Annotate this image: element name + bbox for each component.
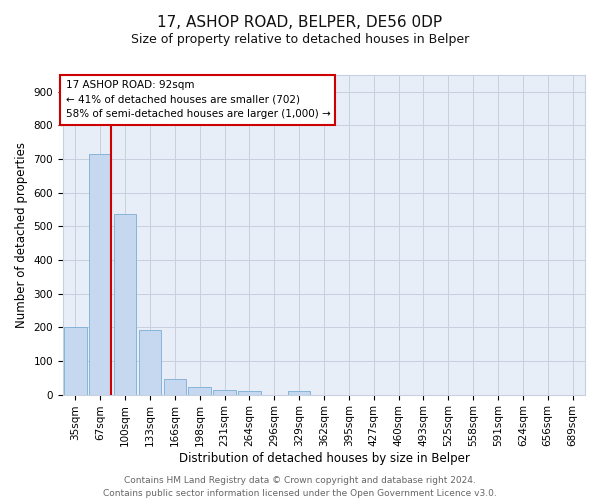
- Bar: [164, 379, 186, 394]
- Text: Contains HM Land Registry data © Crown copyright and database right 2024.
Contai: Contains HM Land Registry data © Crown c…: [103, 476, 497, 498]
- Bar: [139, 330, 161, 394]
- Bar: [288, 391, 310, 394]
- Text: Size of property relative to detached houses in Belper: Size of property relative to detached ho…: [131, 32, 469, 46]
- Bar: [114, 214, 136, 394]
- Text: 17, ASHOP ROAD, BELPER, DE56 0DP: 17, ASHOP ROAD, BELPER, DE56 0DP: [157, 15, 443, 30]
- Bar: [89, 154, 112, 394]
- Bar: [188, 387, 211, 394]
- X-axis label: Distribution of detached houses by size in Belper: Distribution of detached houses by size …: [179, 452, 469, 465]
- Bar: [214, 390, 236, 394]
- Bar: [238, 391, 260, 394]
- Bar: [64, 328, 86, 394]
- Text: 17 ASHOP ROAD: 92sqm
← 41% of detached houses are smaller (702)
58% of semi-deta: 17 ASHOP ROAD: 92sqm ← 41% of detached h…: [65, 80, 330, 120]
- Y-axis label: Number of detached properties: Number of detached properties: [15, 142, 28, 328]
